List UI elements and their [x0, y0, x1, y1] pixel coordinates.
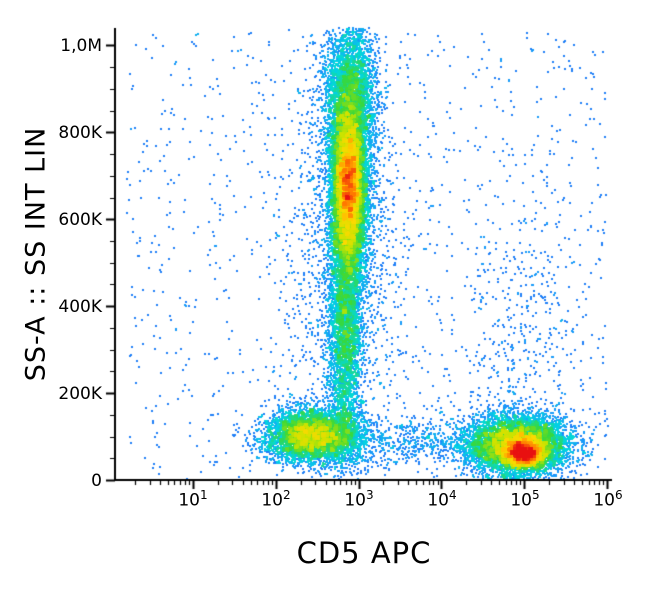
- y-tick-label-400k: 400K: [58, 297, 102, 317]
- x-tick-exp: 5: [532, 488, 540, 502]
- x-tick-label-10e1: 101: [170, 489, 216, 513]
- y-tick-label-800k: 800K: [58, 123, 102, 143]
- x-tick-base: 10: [344, 490, 366, 511]
- x-tick-exp: 2: [283, 488, 291, 502]
- x-tick-base: 10: [427, 490, 449, 511]
- x-tick-base: 10: [593, 490, 615, 511]
- x-tick-label-10e5: 105: [502, 489, 548, 513]
- x-tick-exp: 4: [449, 488, 457, 502]
- x-tick-base: 10: [261, 490, 283, 511]
- y-tick-label-0: 0: [91, 471, 102, 491]
- x-tick-exp: 1: [200, 488, 208, 502]
- y-tick-label-600k: 600K: [58, 210, 102, 230]
- x-tick-label-10e6: 106: [585, 489, 631, 513]
- x-tick-label-10e2: 102: [253, 489, 299, 513]
- x-tick-base: 10: [178, 490, 200, 511]
- x-tick-label-10e3: 103: [336, 489, 382, 513]
- x-axis-title: CD5 APC: [296, 536, 432, 570]
- x-tick-exp: 6: [615, 488, 623, 502]
- y-tick-label-200k: 200K: [58, 384, 102, 404]
- x-tick-label-10e4: 104: [419, 489, 465, 513]
- y-tick-label-1m: 1,0M: [60, 36, 102, 56]
- y-axis-title: SS-A :: SS INT LIN: [20, 126, 52, 382]
- x-tick-exp: 3: [366, 488, 374, 502]
- x-tick-base: 10: [510, 490, 532, 511]
